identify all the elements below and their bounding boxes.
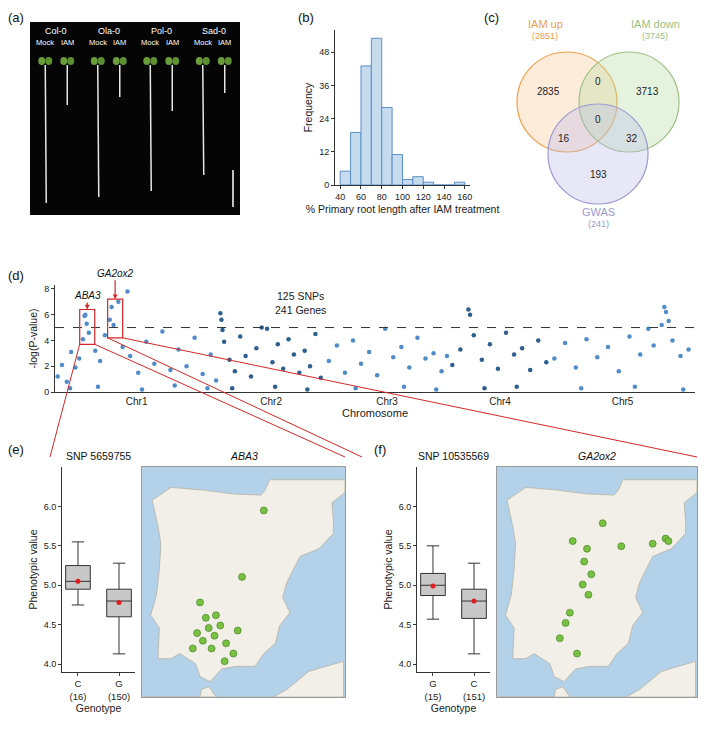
svg-text:Chromosome: Chromosome — [342, 407, 408, 419]
svg-text:(a): (a) — [8, 10, 24, 25]
svg-text:193: 193 — [590, 169, 607, 180]
svg-text:0: 0 — [595, 114, 601, 125]
svg-text:6: 6 — [44, 310, 49, 320]
svg-text:Mock: Mock — [36, 38, 54, 47]
svg-text:(c): (c) — [484, 10, 499, 25]
svg-text:4.5: 4.5 — [44, 620, 57, 630]
svg-text:0: 0 — [324, 180, 329, 190]
svg-text:32: 32 — [626, 133, 638, 144]
svg-text:GA2ox2: GA2ox2 — [578, 450, 616, 462]
svg-text:Phenotypic value: Phenotypic value — [27, 529, 39, 609]
svg-text:0: 0 — [44, 387, 49, 397]
svg-text:ABA3: ABA3 — [74, 290, 101, 301]
svg-text:Chr3: Chr3 — [376, 396, 398, 407]
svg-text:4.5: 4.5 — [399, 620, 412, 630]
svg-text:(d): (d) — [8, 268, 24, 283]
svg-text:Mock: Mock — [141, 38, 159, 47]
svg-text:24: 24 — [319, 114, 329, 124]
svg-text:IAM: IAM — [61, 38, 74, 47]
svg-text:125 SNPs: 125 SNPs — [277, 290, 324, 302]
svg-text:IAM up: IAM up — [528, 18, 563, 30]
svg-text:IAM: IAM — [218, 38, 231, 47]
svg-text:160: 160 — [457, 192, 472, 202]
svg-text:100: 100 — [395, 192, 410, 202]
svg-text:Chr1: Chr1 — [126, 396, 148, 407]
svg-text:(2851): (2851) — [532, 31, 558, 41]
svg-text:SNP 5659755: SNP 5659755 — [66, 450, 131, 462]
svg-text:5.5: 5.5 — [399, 541, 412, 551]
svg-text:Pol-0: Pol-0 — [151, 26, 172, 36]
svg-text:G(150): G(150) — [108, 678, 130, 701]
svg-text:2835: 2835 — [537, 86, 560, 97]
svg-text:Ola-0: Ola-0 — [98, 26, 120, 36]
svg-text:G(15): G(15) — [425, 678, 442, 701]
svg-text:6.0: 6.0 — [399, 502, 412, 512]
svg-text:Col-0: Col-0 — [45, 26, 67, 36]
svg-text:4.0: 4.0 — [399, 659, 412, 669]
svg-text:5.0: 5.0 — [44, 580, 57, 590]
svg-text:Genotype: Genotype — [431, 702, 477, 714]
svg-text:120: 120 — [416, 192, 431, 202]
svg-text:Sad-0: Sad-0 — [202, 26, 226, 36]
svg-text:140: 140 — [437, 192, 452, 202]
svg-text:(241): (241) — [588, 219, 609, 229]
svg-text:2: 2 — [44, 361, 49, 371]
svg-text:8: 8 — [44, 284, 49, 294]
svg-text:SNP 10535569: SNP 10535569 — [418, 450, 489, 462]
svg-text:4: 4 — [44, 336, 49, 346]
svg-text:80: 80 — [377, 192, 387, 202]
svg-text:ABA3: ABA3 — [230, 450, 258, 462]
svg-text:(e): (e) — [8, 442, 24, 457]
svg-text:241 Genes: 241 Genes — [275, 304, 326, 316]
svg-text:3713: 3713 — [636, 86, 659, 97]
svg-text:(b): (b) — [298, 10, 314, 25]
svg-text:GA2ox2: GA2ox2 — [97, 268, 134, 279]
svg-text:16: 16 — [558, 133, 570, 144]
svg-text:IAM down: IAM down — [631, 18, 680, 30]
svg-text:Genotype: Genotype — [76, 702, 122, 714]
svg-text:6.0: 6.0 — [44, 502, 57, 512]
svg-text:4.0: 4.0 — [44, 659, 57, 669]
svg-text:C(151): C(151) — [463, 678, 485, 701]
svg-text:IAM: IAM — [113, 38, 126, 47]
svg-text:5.5: 5.5 — [44, 541, 57, 551]
svg-text:(3745): (3745) — [642, 31, 668, 41]
svg-text:-log(P-value): -log(P-value) — [27, 308, 39, 368]
svg-text:GWAS: GWAS — [582, 206, 615, 218]
svg-text:Phenotypic value: Phenotypic value — [382, 529, 394, 609]
svg-text:60: 60 — [356, 192, 366, 202]
svg-text:5.0: 5.0 — [399, 580, 412, 590]
svg-text:40: 40 — [335, 192, 345, 202]
svg-text:36: 36 — [319, 81, 329, 91]
svg-text:Chr4: Chr4 — [489, 396, 511, 407]
svg-text:0: 0 — [595, 76, 601, 87]
svg-text:IAM: IAM — [166, 38, 179, 47]
svg-text:(f): (f) — [374, 442, 386, 457]
svg-text:Frequency: Frequency — [302, 82, 314, 132]
svg-text:Mock: Mock — [194, 38, 212, 47]
svg-text:Chr5: Chr5 — [612, 396, 634, 407]
svg-text:Mock: Mock — [89, 38, 107, 47]
svg-text:12: 12 — [319, 147, 329, 157]
svg-text:% Primary root length after IA: % Primary root length after IAM treatmen… — [306, 203, 500, 215]
svg-text:C(16): C(16) — [70, 678, 87, 701]
svg-text:Chr2: Chr2 — [260, 396, 282, 407]
svg-text:48: 48 — [319, 47, 329, 57]
